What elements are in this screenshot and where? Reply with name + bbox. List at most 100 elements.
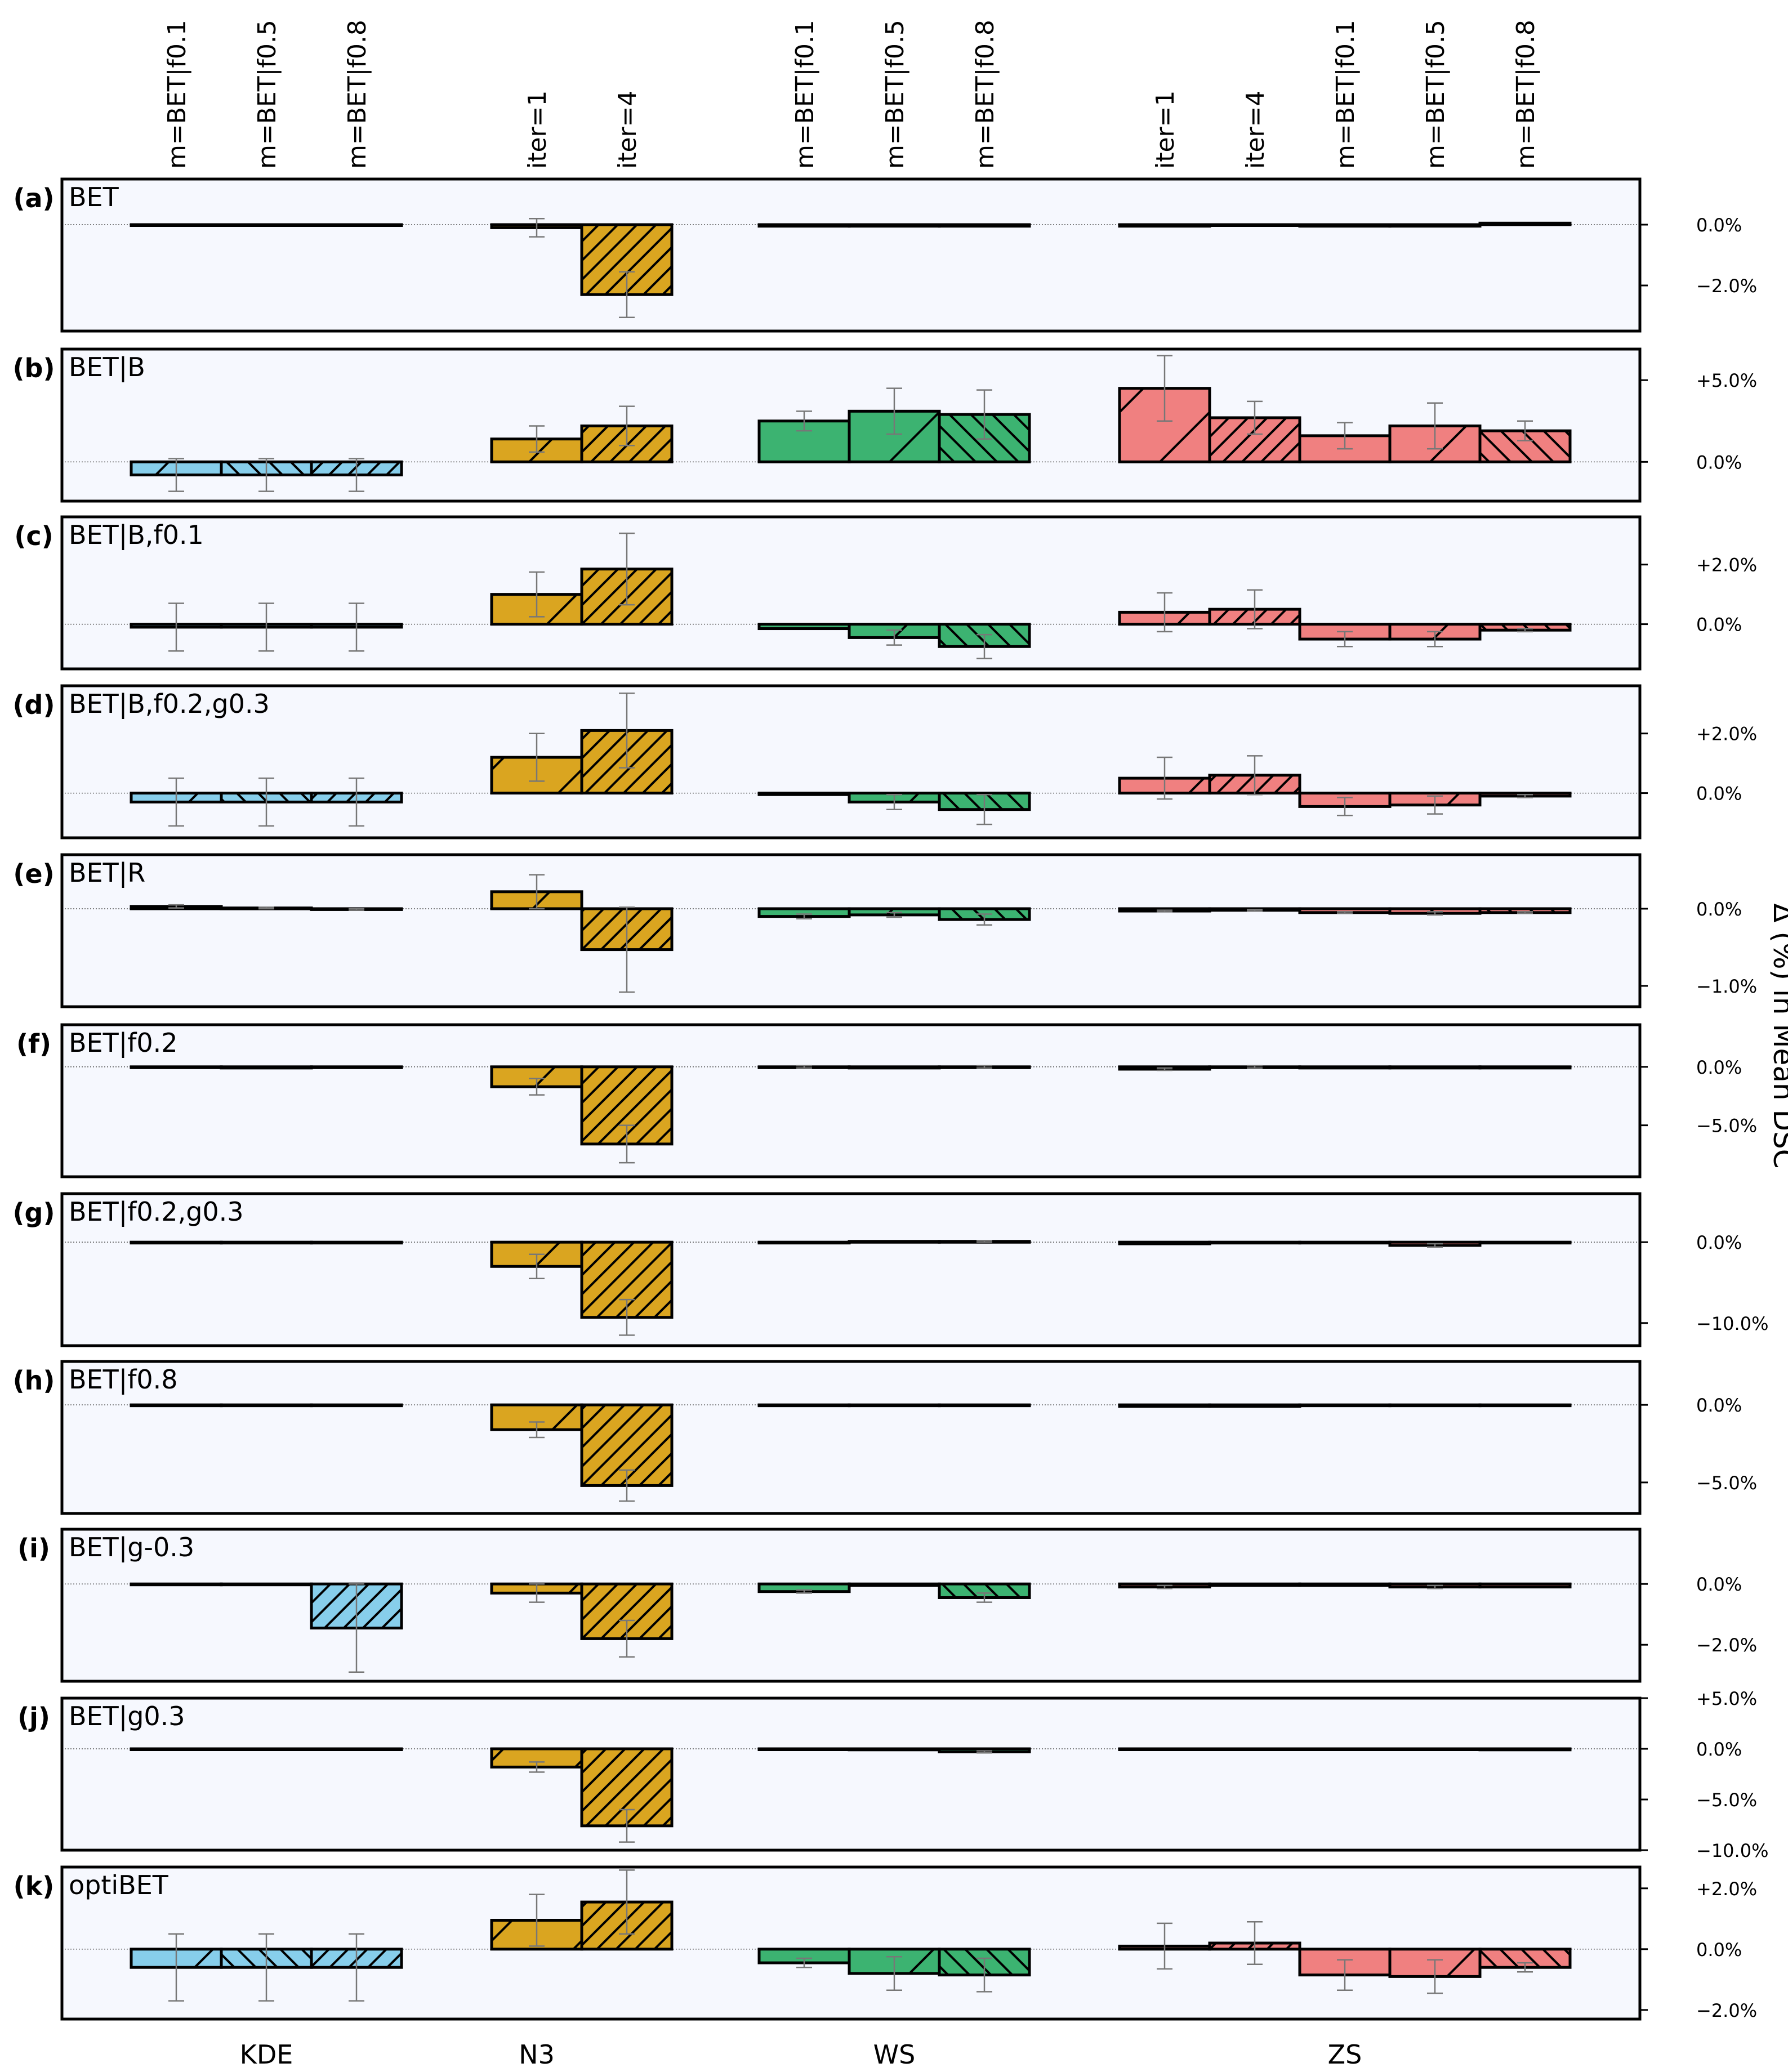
bar-outline [757,792,851,796]
panel: +2.0% 0.0% −2.0% (k) optiBET [14,1865,1757,2021]
y-tick-label: −10.0% [1696,1313,1768,1334]
error-bar [1157,355,1172,422]
panel-letter: (j) [17,1702,50,1732]
error-bar [886,912,902,918]
error-bar [1427,631,1443,648]
error-bar [619,405,635,446]
bar-outline [757,1403,851,1408]
column-label: m=BET|f0.8 [343,20,372,169]
bar-outline [757,223,851,228]
error-bar [796,1065,812,1069]
bar-hatch [1390,908,1480,914]
panel-frame [60,515,1642,671]
panel-frame [60,1192,1642,1347]
panel: +2.0% 0.0% (d) BET|B,f0.2,g0.3 [13,684,1757,839]
y-tick-label: −2.0% [1696,275,1757,297]
bar-outline [757,1747,851,1751]
error-bar [1157,1067,1172,1071]
error-bar [349,458,364,492]
panel-background [62,855,1640,1007]
error-bar [529,217,545,238]
panel-frame [60,177,1642,333]
column-label: m=BET|f0.8 [1511,20,1540,169]
error-bar [529,1894,545,1947]
panel-background [62,517,1640,669]
error-bar [168,602,184,652]
bar-outline [848,1582,941,1587]
error-bar [977,1592,992,1603]
error-bar [1157,1922,1172,1970]
bar-outline [848,1403,941,1408]
panel: 0.0% −2.0% (i) BET|g-0.3 [17,1528,1757,1683]
panel-letter: (f) [16,1029,51,1059]
y-tick-label: 0.0% [1696,1574,1742,1595]
error-bar [1427,795,1443,815]
error-bar [1517,1962,1533,1973]
panel-letter: (i) [17,1533,50,1564]
panel-letter: (d) [13,690,55,720]
panel: 0.0% −1.0% (e) BET|R [13,853,1757,1008]
panel-title: BET|f0.8 [69,1364,178,1395]
bar-outline [757,1240,851,1245]
error-bar [1427,1584,1443,1589]
error-bar [349,1933,364,2002]
error-bar [1517,628,1533,633]
bar-outline [1298,1403,1392,1408]
y-tick-label: +2.0% [1696,555,1757,576]
panel-letter: (b) [13,353,55,383]
column-label: iter=4 [613,91,642,169]
error-bar [619,1619,635,1658]
column-label: iter=1 [1151,91,1180,169]
y-tick-label: −2.0% [1696,2000,1757,2021]
panel-frame [60,1360,1642,1515]
error-bar [258,602,274,652]
error-bar [168,1933,184,2002]
bar-outline [1388,1747,1482,1751]
bar [1480,1584,1570,1587]
error-bar [529,1421,545,1439]
panel-background [62,1867,1640,2019]
bar-outline [220,1403,313,1408]
panel-title: BET|f0.2 [69,1028,178,1059]
error-bar [1157,909,1172,913]
error-bar [258,906,274,910]
error-bar [529,1078,545,1096]
error-bar [977,913,992,926]
y-tick-label: 0.0% [1696,1232,1742,1253]
bar-outline [1478,1747,1572,1752]
panel-frame [60,1865,1642,2021]
column-label: m=BET|f0.5 [881,20,909,169]
y-tick-label: −1.0% [1696,976,1757,997]
panel: +5.0% 0.0% −5.0% −10.0% (j) BET|g0.3 [17,1688,1768,1861]
panel-letter: (a) [13,183,54,213]
error-bar [977,633,992,659]
y-tick-label: +5.0% [1696,1688,1757,1709]
y-tick-label: 0.0% [1696,215,1742,236]
bar [759,624,849,629]
bar-outline [1298,1747,1392,1751]
error-bar [977,1240,992,1243]
error-bar [619,532,635,606]
error-bar [168,458,184,492]
bar-outline [1208,1582,1301,1587]
bar [759,1584,849,1592]
panel: +5.0% 0.0% (b) BET|B [13,347,1757,503]
y-tick-label: 0.0% [1696,1057,1742,1078]
panel-title: BET|g-0.3 [69,1532,194,1563]
y-tick-label: −5.0% [1696,1472,1757,1494]
y-tick-label: 0.0% [1696,452,1742,473]
error-bar [529,425,545,453]
bar-outline [130,1065,223,1069]
y-axis-label: Δ (%) in Mean DSC [1767,903,1788,1168]
y-tick-label: 0.0% [1696,783,1742,805]
bar-outline [1298,1582,1392,1587]
error-bar [619,1298,635,1336]
bar-outline [1388,223,1482,228]
panel-title: BET|B,f0.2,g0.3 [69,689,270,720]
bar-outline [310,223,403,227]
error-bar [619,906,635,993]
error-bar [529,1761,545,1773]
error-bar [1427,1959,1443,1994]
bar-outline [1208,1403,1301,1408]
